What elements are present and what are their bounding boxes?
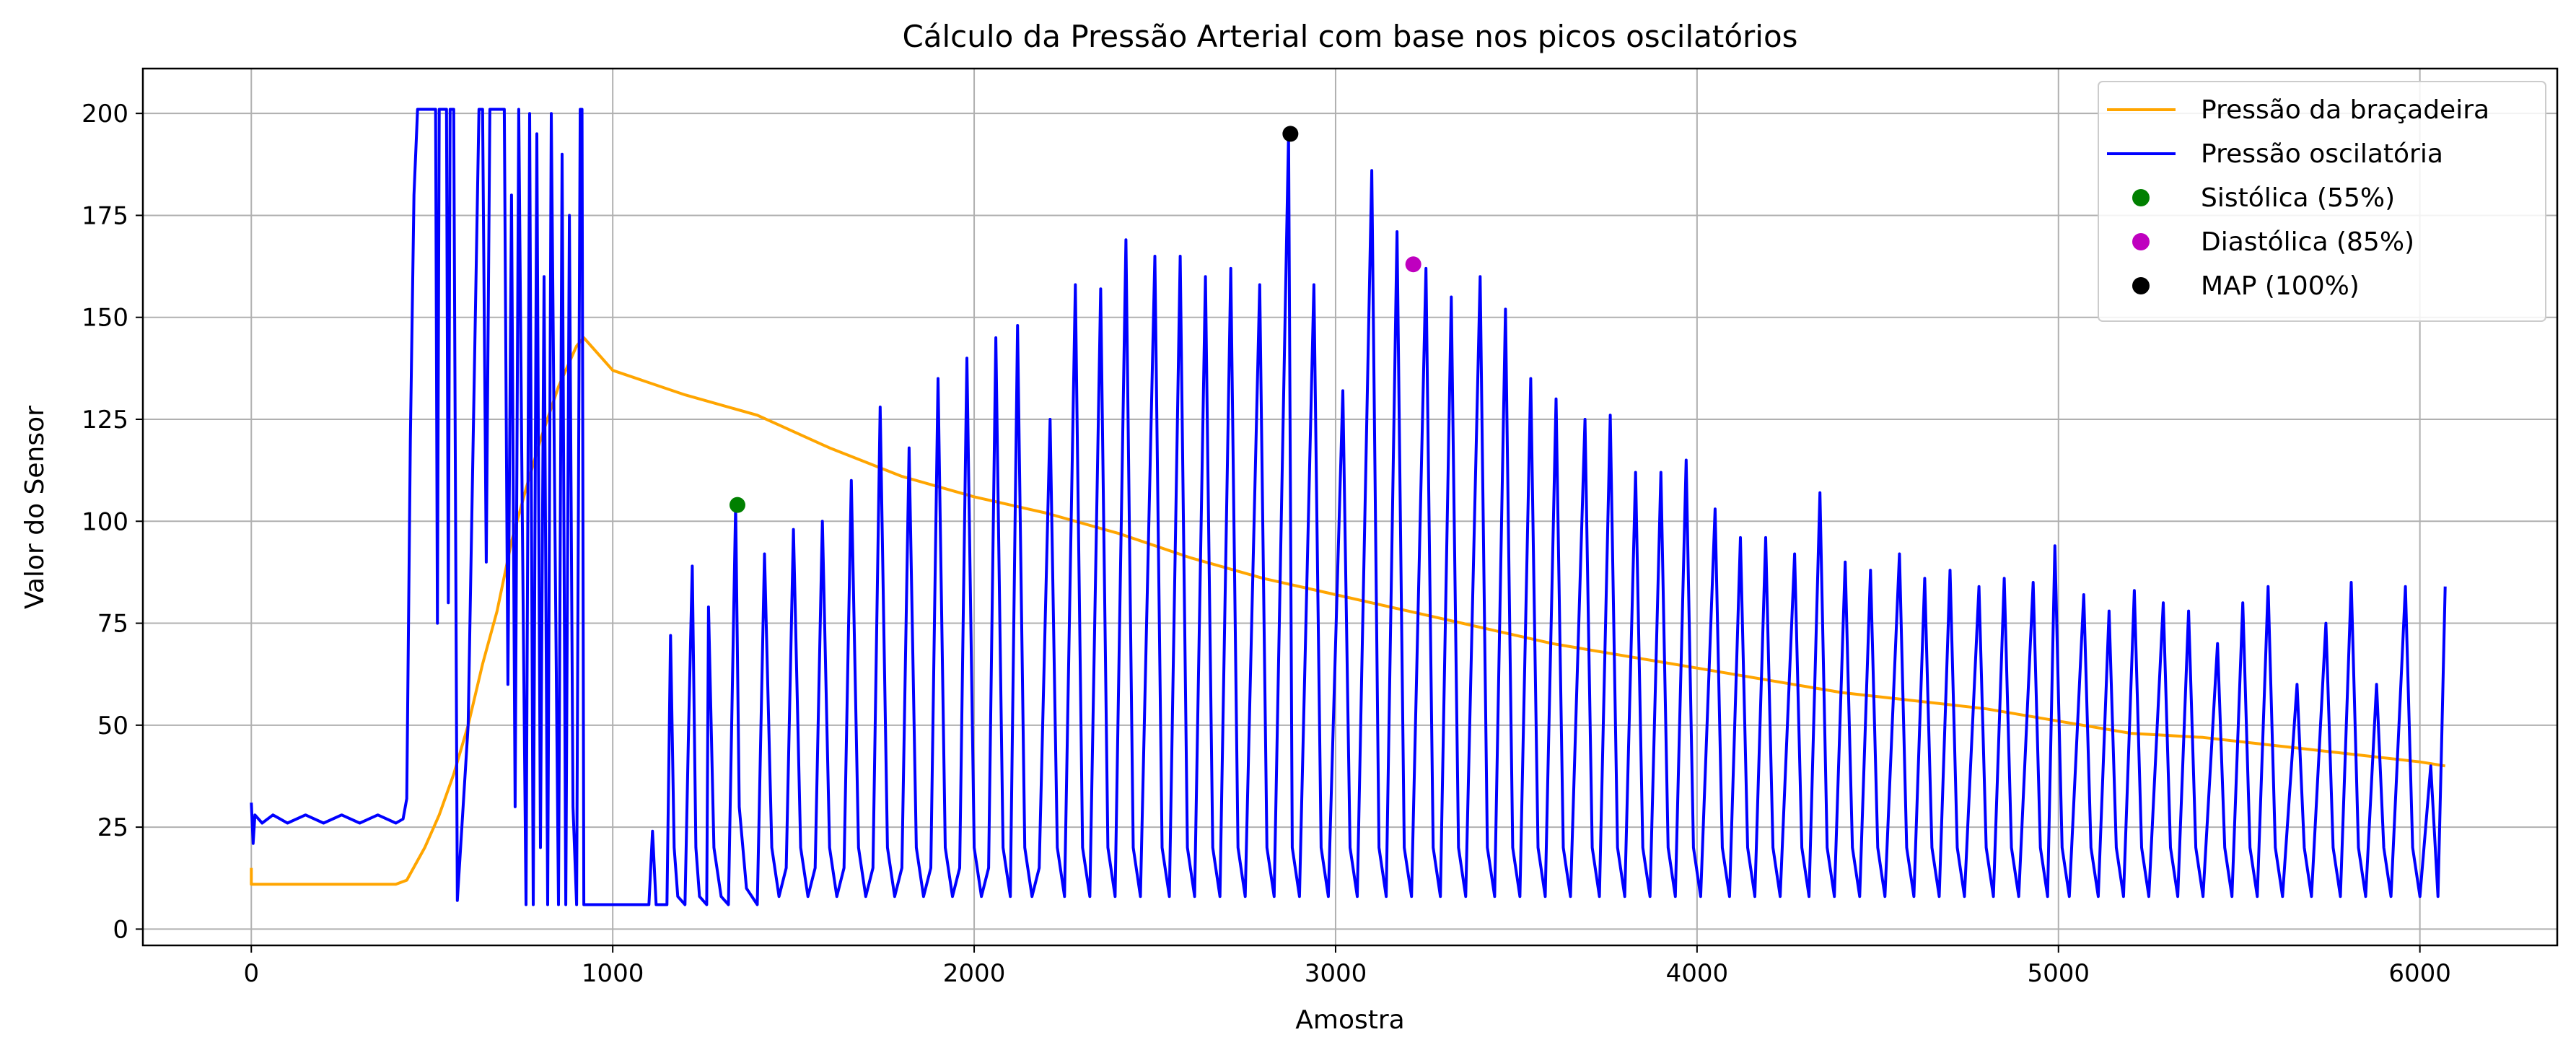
legend-label: MAP (100%): [2201, 271, 2360, 301]
y-axis-label: Valor do Sensor: [20, 406, 50, 609]
y-tick-label: 125: [82, 406, 128, 434]
y-tick-label: 50: [97, 712, 128, 740]
series-marker: [1405, 256, 1421, 273]
series-marker: [1282, 126, 1299, 142]
x-axis-label: Amostra: [1295, 1005, 1404, 1035]
x-tick-label: 1000: [582, 959, 644, 988]
x-tick-label: 6000: [2388, 959, 2451, 988]
legend-label: Pressão oscilatória: [2201, 139, 2443, 169]
x-tick-label: 4000: [1666, 959, 1729, 988]
series-marker: [729, 497, 745, 513]
series-layer: [250, 108, 2447, 906]
y-tick-label: 25: [97, 813, 128, 842]
y-tick-label: 0: [113, 915, 128, 944]
legend-label: Pressão da braçadeira: [2201, 95, 2489, 125]
legend-label: Diastólica (85%): [2201, 227, 2414, 257]
x-tick-label: 3000: [1305, 959, 1367, 988]
plot-area-frame: [141, 67, 2559, 947]
legend-label: Sistólica (55%): [2201, 183, 2395, 213]
x-tick-label: 2000: [943, 959, 1006, 988]
legend-marker-swatch: [2132, 189, 2150, 206]
x-tick-label: 0: [243, 959, 259, 988]
chart-title: Cálculo da Pressão Arterial com base nos…: [902, 19, 1797, 54]
series-line: [250, 108, 2447, 906]
ticks: 0 1000 2000 3000 4000 5000 6000 0 25 50 75 100 125 15…: [82, 100, 2451, 988]
legend-marker-swatch: [2132, 277, 2150, 294]
x-tick-label: 5000: [2027, 959, 2090, 988]
grid: [143, 69, 2557, 945]
legend-marker-swatch: [2132, 233, 2150, 250]
y-tick-label: 75: [97, 610, 128, 639]
y-tick-label: 150: [82, 304, 128, 333]
y-tick-label: 100: [82, 507, 128, 536]
legend-frame: [2098, 81, 2546, 322]
y-tick-label: 175: [82, 201, 128, 230]
legend: Pressão da braçadeira Pressão oscilatória…: [2098, 81, 2546, 322]
y-tick-label: 200: [82, 100, 128, 128]
